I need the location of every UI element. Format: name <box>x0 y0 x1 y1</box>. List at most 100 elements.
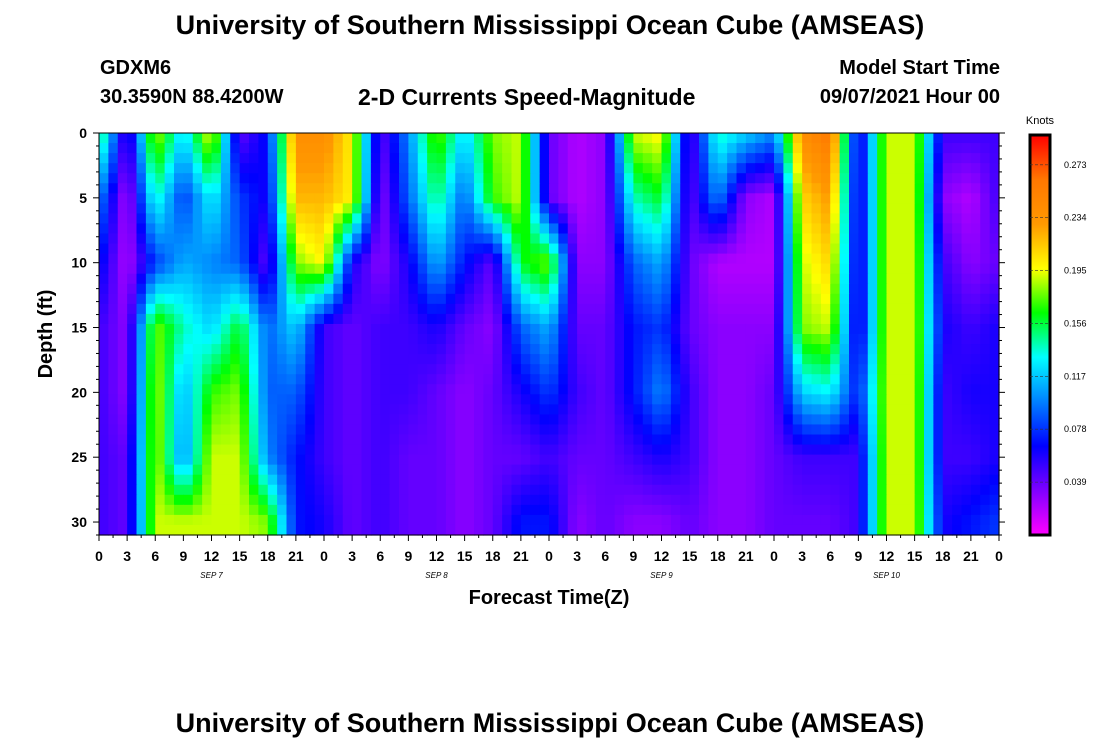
heatmap-cell <box>811 344 822 355</box>
heatmap-cell <box>736 173 747 184</box>
heatmap-cell <box>661 524 672 536</box>
heatmap-cell <box>567 223 578 235</box>
heatmap-cell <box>830 173 841 184</box>
heatmap-cell <box>324 434 334 446</box>
heatmap-cell <box>595 374 606 385</box>
heatmap-cell <box>389 193 400 204</box>
heatmap-cell <box>708 434 719 446</box>
heatmap-cell <box>830 263 841 275</box>
heatmap-cell <box>886 454 897 466</box>
heatmap-cell <box>202 143 213 154</box>
heatmap-cell <box>699 153 709 164</box>
heatmap-cell <box>652 504 663 516</box>
heatmap-cell <box>792 434 803 446</box>
heatmap-cell <box>220 143 231 154</box>
heatmap-cell <box>464 484 475 496</box>
heatmap-cell <box>174 504 184 516</box>
heatmap-cell <box>108 414 119 426</box>
heatmap-cell <box>745 484 756 496</box>
heatmap-cell <box>417 273 428 285</box>
heatmap-cell <box>108 354 119 365</box>
heatmap-cell <box>605 494 616 506</box>
heatmap-cell <box>577 153 588 164</box>
heatmap-cell <box>614 414 625 426</box>
heatmap-cell <box>549 384 559 395</box>
heatmap-cell <box>924 364 934 375</box>
heatmap-cell <box>577 213 588 225</box>
heatmap-cell <box>174 183 184 194</box>
heatmap-cell <box>952 253 963 265</box>
heatmap-cell <box>699 263 709 275</box>
heatmap-cell <box>464 374 475 385</box>
heatmap-cell <box>333 133 344 144</box>
heatmap-cell <box>192 334 203 345</box>
heatmap-cell <box>961 454 972 466</box>
heatmap-cell <box>164 203 175 214</box>
heatmap-cell <box>511 484 522 496</box>
heatmap-cell <box>577 424 588 436</box>
heatmap-cell <box>605 203 616 214</box>
heatmap-cell <box>886 374 897 385</box>
heatmap-cell <box>867 253 878 265</box>
heatmap-cell <box>886 223 897 235</box>
heatmap-cell <box>399 404 409 415</box>
heatmap-cell <box>680 253 691 265</box>
heatmap-cell <box>492 193 503 204</box>
heatmap-cell <box>464 263 475 275</box>
heatmap-cell <box>717 424 728 436</box>
heatmap-cell <box>239 323 250 335</box>
heatmap-cell <box>511 404 522 415</box>
heatmap-cell <box>474 253 484 265</box>
heatmap-cell <box>820 524 831 536</box>
heatmap-cell <box>624 233 634 245</box>
heatmap-cell <box>352 404 363 415</box>
heatmap-cell <box>567 374 578 385</box>
heatmap-cell <box>595 484 606 496</box>
heatmap-cell <box>249 384 259 395</box>
heatmap-cell <box>474 504 484 516</box>
heatmap-cell <box>277 524 288 536</box>
heatmap-cell <box>774 394 784 405</box>
heatmap-cell <box>258 143 269 154</box>
heatmap-cell <box>502 464 513 476</box>
heatmap-cell <box>858 484 869 496</box>
heatmap-cell <box>614 384 625 395</box>
heatmap-cell <box>324 173 334 184</box>
heatmap-cell <box>361 354 372 365</box>
heatmap-cell <box>155 404 166 415</box>
heatmap-cell <box>474 243 484 255</box>
heatmap-cell <box>530 263 541 275</box>
heatmap-cell <box>145 424 156 436</box>
heatmap-cell <box>942 193 953 204</box>
heatmap-cell <box>680 444 691 456</box>
heatmap-cell <box>445 344 456 355</box>
heatmap-cell <box>286 323 297 335</box>
heatmap-cell <box>558 344 569 355</box>
heatmap-cell <box>924 434 934 446</box>
heatmap-cell <box>474 424 484 436</box>
heatmap-cell <box>183 394 194 405</box>
heatmap-cell <box>970 414 981 426</box>
heatmap-cell <box>961 494 972 506</box>
heatmap-cell <box>295 454 306 466</box>
heatmap-cell <box>464 223 475 235</box>
heatmap-cell <box>980 514 991 526</box>
heatmap-cell <box>952 414 963 426</box>
heatmap-cell <box>483 394 494 405</box>
heatmap-cell <box>924 394 934 405</box>
heatmap-cell <box>192 283 203 295</box>
heatmap-cell <box>914 213 925 225</box>
heatmap-cell <box>249 514 259 526</box>
heatmap-cell <box>727 133 738 144</box>
heatmap-cell <box>970 323 981 335</box>
heatmap-cell <box>108 474 119 486</box>
heatmap-cell <box>699 213 709 225</box>
heatmap-cell <box>399 454 409 466</box>
heatmap-cell <box>511 293 522 305</box>
heatmap-cell <box>249 424 259 436</box>
heatmap-cell <box>980 213 991 225</box>
heatmap-cell <box>211 354 222 365</box>
heatmap-cell <box>970 364 981 375</box>
y-tick-label: 25 <box>71 449 87 465</box>
heatmap-cell <box>174 323 184 335</box>
